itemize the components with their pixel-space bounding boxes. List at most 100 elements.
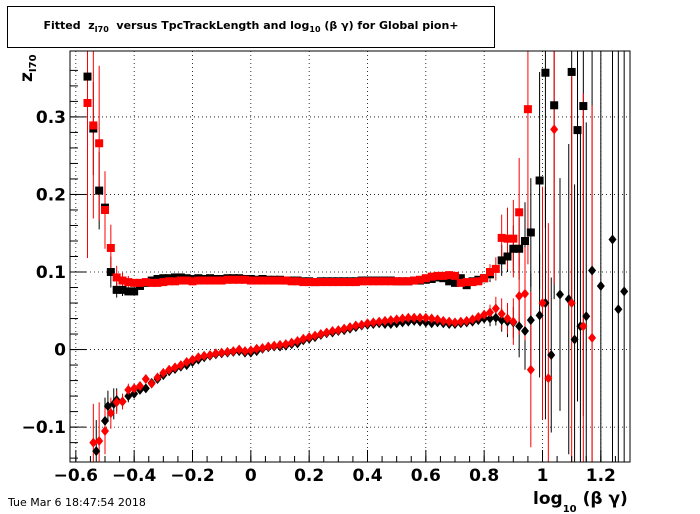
square-marker bbox=[535, 176, 544, 185]
square-marker bbox=[83, 98, 92, 107]
square-marker bbox=[223, 275, 232, 284]
square-marker bbox=[252, 276, 261, 285]
square-marker bbox=[427, 272, 436, 281]
square-marker bbox=[194, 276, 203, 285]
diamond-marker bbox=[130, 388, 139, 399]
square-marker bbox=[410, 276, 419, 285]
square-marker bbox=[159, 278, 168, 287]
diamond-marker bbox=[439, 315, 448, 326]
square-marker bbox=[299, 278, 308, 287]
diamond-marker bbox=[363, 318, 372, 329]
square-marker bbox=[311, 278, 319, 287]
diamond-marker bbox=[89, 437, 98, 448]
diamond-marker bbox=[287, 337, 296, 348]
diamond-marker bbox=[211, 348, 220, 359]
diamond-marker bbox=[264, 341, 273, 352]
diamond-marker bbox=[194, 352, 203, 363]
square-marker bbox=[421, 274, 430, 283]
diamond-marker bbox=[386, 315, 395, 326]
diamond-marker bbox=[246, 345, 255, 356]
square-marker bbox=[305, 278, 314, 287]
diamond-marker bbox=[445, 316, 454, 327]
diamond-marker bbox=[112, 397, 121, 408]
square-marker bbox=[456, 274, 465, 283]
square-marker bbox=[445, 277, 454, 286]
diamond-marker bbox=[322, 327, 331, 338]
chart-title: Fitted zI70 versus TpcTrackLength and lo… bbox=[8, 19, 494, 34]
square-marker bbox=[363, 277, 372, 286]
x-axis-title-main: log bbox=[533, 489, 563, 509]
square-marker bbox=[509, 234, 518, 243]
square-marker bbox=[573, 126, 582, 135]
diamond-marker bbox=[588, 265, 597, 276]
square-marker bbox=[106, 243, 115, 252]
square-marker bbox=[369, 277, 378, 286]
diamond-marker bbox=[404, 312, 413, 323]
diamond-marker bbox=[241, 346, 249, 357]
square-marker bbox=[497, 256, 506, 265]
data-markers bbox=[83, 67, 629, 457]
y-tick-label: 0.1 bbox=[36, 263, 66, 283]
diamond-marker bbox=[392, 314, 401, 325]
diamond-marker bbox=[427, 313, 436, 324]
diamond-marker bbox=[451, 317, 459, 328]
axis-ticks bbox=[70, 69, 616, 462]
square-marker bbox=[235, 275, 244, 284]
diamond-marker bbox=[515, 321, 524, 332]
square-marker bbox=[136, 278, 144, 287]
square-marker bbox=[526, 228, 535, 237]
error-bars bbox=[87, 51, 625, 462]
square-marker bbox=[293, 277, 302, 286]
square-marker bbox=[486, 268, 494, 277]
square-marker bbox=[171, 277, 179, 286]
diamond-marker bbox=[299, 333, 308, 344]
diamond-marker bbox=[416, 312, 424, 323]
diamond-marker bbox=[311, 330, 319, 341]
diamond-marker bbox=[579, 321, 588, 332]
diamond-marker bbox=[281, 339, 290, 350]
chart-title-prefix: Fitted z bbox=[43, 19, 95, 32]
square-marker bbox=[229, 275, 238, 284]
square-marker bbox=[141, 278, 150, 287]
diamond-marker bbox=[217, 347, 226, 358]
square-marker bbox=[176, 276, 185, 285]
y-axis-title: zI70 bbox=[17, 54, 39, 82]
square-marker bbox=[258, 276, 267, 285]
diamond-marker bbox=[223, 346, 232, 357]
diamond-marker bbox=[124, 384, 133, 395]
square-marker bbox=[404, 277, 413, 286]
diamond-marker bbox=[270, 340, 279, 351]
square-marker bbox=[392, 277, 401, 286]
square-marker bbox=[521, 236, 529, 245]
square-marker bbox=[480, 274, 489, 283]
square-marker bbox=[334, 278, 343, 287]
diamond-marker bbox=[334, 325, 343, 336]
square-marker bbox=[118, 285, 127, 294]
square-marker bbox=[340, 278, 349, 287]
diamond-marker bbox=[258, 343, 267, 354]
square-marker bbox=[357, 277, 366, 286]
diamond-marker bbox=[538, 298, 547, 309]
chart-title-sub2: 10 bbox=[309, 25, 321, 35]
x-tick-label: 0.8 bbox=[469, 466, 499, 486]
square-marker bbox=[468, 278, 477, 287]
diamond-marker bbox=[486, 307, 494, 318]
square-marker bbox=[95, 186, 104, 195]
diamond-marker bbox=[547, 349, 556, 360]
x-axis-title-tail: (β γ) bbox=[583, 489, 628, 509]
y-tick-label: 0.2 bbox=[36, 185, 66, 205]
square-marker bbox=[433, 271, 442, 280]
diamond-marker bbox=[252, 343, 261, 354]
square-marker bbox=[130, 287, 139, 296]
diamond-marker bbox=[608, 234, 617, 245]
diamond-marker bbox=[535, 310, 544, 321]
square-marker bbox=[567, 67, 576, 76]
diamond-marker bbox=[276, 339, 284, 350]
x-tick-label: −0.6 bbox=[54, 466, 98, 486]
square-marker bbox=[118, 276, 127, 285]
square-marker bbox=[124, 278, 133, 287]
square-marker bbox=[217, 276, 226, 285]
square-marker bbox=[503, 234, 512, 243]
x-axis-title-sub: 10 bbox=[563, 504, 577, 514]
